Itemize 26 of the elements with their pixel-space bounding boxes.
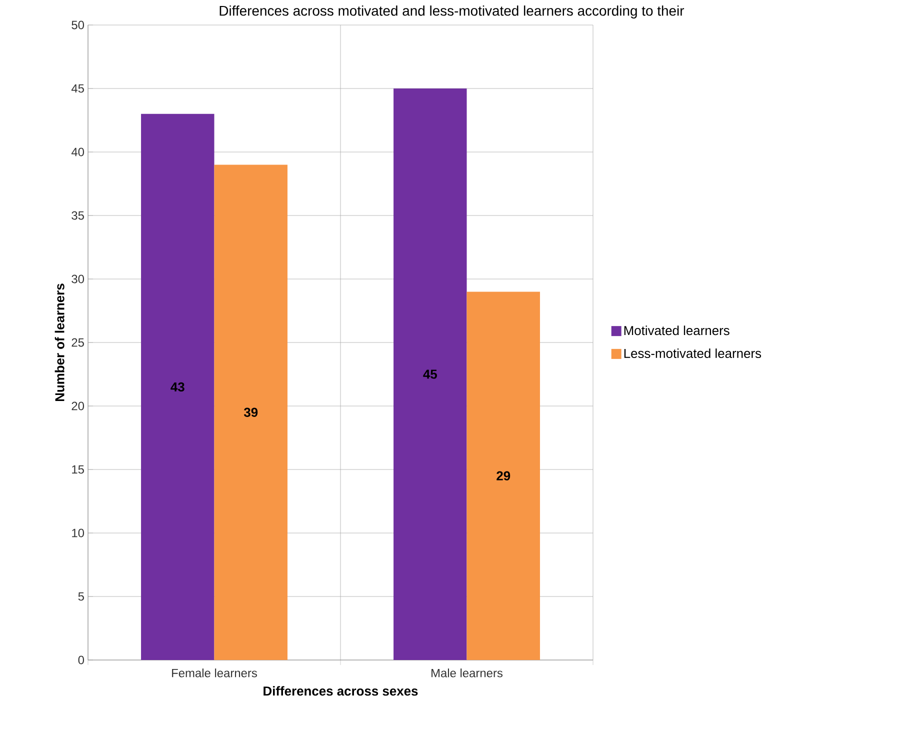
legend-label: Less-motivated learners <box>624 348 762 358</box>
data-label: 29 <box>496 471 510 480</box>
y-tick-label: 0 <box>78 656 84 664</box>
y-tick-label: 30 <box>72 274 84 284</box>
x-tick-label: Female learners <box>172 668 257 678</box>
bar <box>466 292 540 660</box>
y-tick-label: 10 <box>72 528 84 538</box>
y-tick-label: 5 <box>78 592 84 601</box>
y-tick-label: 50 <box>72 20 84 30</box>
bar <box>394 88 467 660</box>
bar <box>141 114 214 660</box>
y-axis-title: Number of learners <box>54 284 64 402</box>
y-tick-label: 35 <box>72 211 84 220</box>
y-tick-label: 40 <box>71 148 84 156</box>
x-tick-label: Male learners <box>432 668 503 678</box>
y-tick-label: 25 <box>72 338 84 347</box>
y-tick-label: 15 <box>72 465 84 474</box>
legend-label: Motivated learners <box>624 326 730 336</box>
data-label: 39 <box>244 408 258 417</box>
data-label: 45 <box>423 370 437 379</box>
y-tick-label: 20 <box>72 402 84 410</box>
bar <box>214 164 288 660</box>
y-tick-label: 45 <box>71 84 84 93</box>
data-label: 43 <box>170 382 184 392</box>
x-axis-title: Differences across sexes <box>264 686 418 696</box>
chart-title: Differences across motivated and less-motivated learners according to their <box>220 6 684 19</box>
